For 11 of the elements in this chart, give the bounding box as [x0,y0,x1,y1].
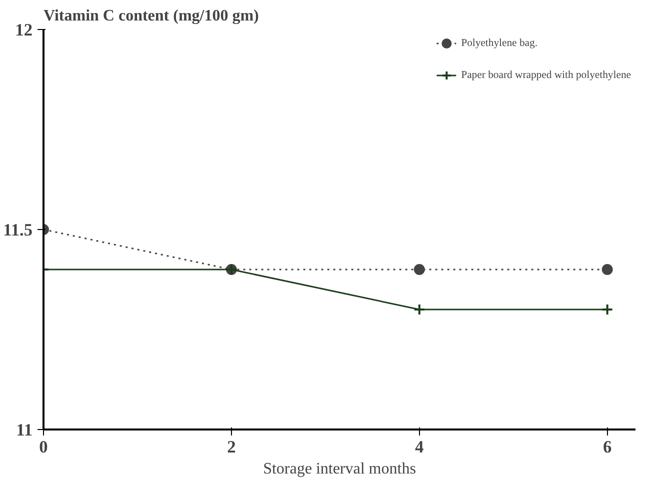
x-tick-label: 4 [415,438,424,456]
x-tick-label: 0 [39,438,48,456]
x-axis-title: Storage interval months [263,460,416,478]
x-tick-label: 6 [602,438,612,456]
legend-label: Polyethylene bag. [461,38,538,48]
y-axis-title: Vitamin C content (mg/100 gm) [44,8,259,24]
y-tick-label: 11.5 [3,220,33,240]
x-tick-label: 2 [227,438,236,456]
legend-label: Paper board wrapped with polyethylene [461,70,631,80]
y-tick-label: 12 [15,20,32,40]
y-tick-label: 11 [16,420,33,440]
